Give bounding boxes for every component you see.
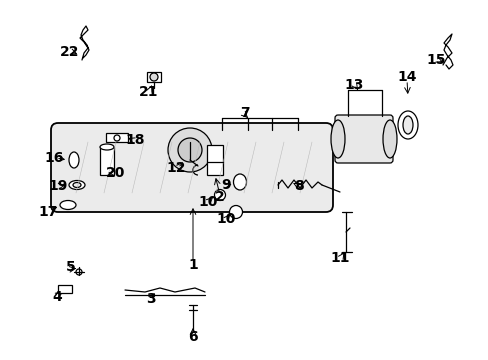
Ellipse shape [229,206,242,219]
Text: 5: 5 [66,260,76,274]
Circle shape [76,269,82,275]
Ellipse shape [69,152,79,168]
Circle shape [168,128,212,172]
Ellipse shape [397,111,417,139]
Ellipse shape [382,120,396,158]
Text: 7: 7 [240,106,249,120]
Bar [100,147,114,175]
Ellipse shape [60,201,76,210]
Circle shape [150,73,158,81]
Ellipse shape [100,144,114,150]
Circle shape [114,135,120,141]
Text: 17: 17 [38,205,58,219]
Bar [58,285,72,293]
Text: 4: 4 [52,290,62,304]
Text: 1: 1 [188,258,198,272]
Ellipse shape [73,183,81,188]
FancyBboxPatch shape [51,123,332,212]
Bar [147,72,161,82]
FancyBboxPatch shape [334,115,392,163]
Bar [106,133,128,142]
Ellipse shape [330,120,345,158]
Text: 13: 13 [344,78,363,92]
Text: 6: 6 [188,330,198,344]
Text: 2: 2 [215,190,224,204]
Ellipse shape [402,116,412,134]
Ellipse shape [233,174,246,190]
Text: 19: 19 [48,179,67,193]
Circle shape [178,138,202,162]
Text: 22: 22 [60,45,80,59]
Ellipse shape [69,180,85,189]
Bar [206,145,223,175]
Text: 14: 14 [396,70,416,84]
Text: 15: 15 [426,53,445,67]
Ellipse shape [214,189,225,201]
Text: 21: 21 [139,85,159,99]
Text: 16: 16 [44,151,63,165]
Text: 10: 10 [198,195,217,209]
Text: 18: 18 [125,133,144,147]
Text: 11: 11 [329,251,349,265]
Text: 8: 8 [293,179,303,193]
Text: 9: 9 [221,178,230,192]
Text: 3: 3 [146,292,156,306]
Text: 12: 12 [166,161,185,175]
Text: 10: 10 [216,212,235,226]
Text: 20: 20 [106,166,125,180]
